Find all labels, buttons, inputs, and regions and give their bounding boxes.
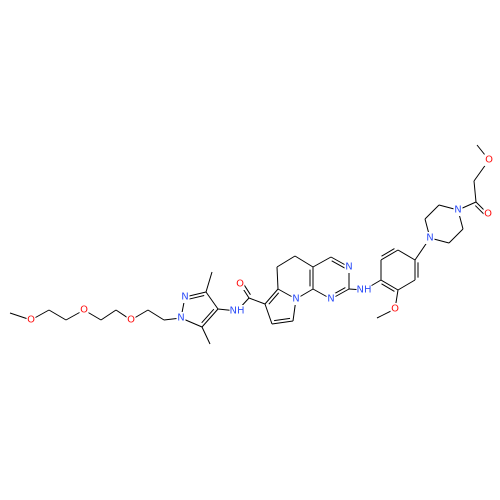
label-mask	[326, 293, 336, 305]
bond	[48, 309, 67, 321]
double-bond	[188, 295, 205, 300]
double-bond	[381, 248, 395, 257]
bond	[271, 320, 294, 325]
atom-label: O	[391, 304, 399, 315]
label-mask	[483, 208, 493, 220]
atom-label: N	[345, 262, 352, 273]
bond	[397, 279, 416, 291]
double-bond	[201, 308, 215, 324]
label-mask	[390, 303, 400, 315]
atom-label: N	[454, 205, 461, 216]
atom-label: N	[426, 233, 433, 244]
bond	[380, 279, 399, 291]
atom-label: NH	[230, 306, 245, 317]
atom-label: NH	[357, 285, 372, 296]
label-mask	[229, 305, 245, 317]
bond	[205, 271, 213, 293]
bond	[473, 180, 477, 203]
bond	[380, 249, 399, 261]
label-mask	[26, 314, 36, 326]
double-bond	[381, 283, 395, 292]
atom-label: O	[127, 315, 135, 326]
double-bond	[268, 292, 280, 305]
bond	[201, 308, 219, 328]
label-mask	[79, 304, 89, 316]
atom-label: O	[80, 305, 88, 316]
atom-label: O	[484, 209, 492, 220]
label-mask	[344, 261, 354, 273]
atom-label: N	[327, 294, 334, 305]
double-bond	[243, 283, 251, 295]
atom-label: O	[27, 315, 35, 326]
label-mask	[484, 154, 494, 166]
atom-label: N	[292, 294, 299, 305]
bond	[100, 309, 117, 321]
bond	[205, 291, 219, 310]
bond	[276, 255, 296, 268]
bond	[276, 266, 279, 290]
bond	[264, 288, 279, 305]
label-mask	[291, 293, 301, 305]
label-mask	[126, 314, 136, 326]
label-mask	[235, 278, 245, 290]
label-mask	[425, 232, 435, 244]
label-mask	[180, 291, 190, 303]
double-bond	[331, 260, 346, 269]
bond	[201, 326, 211, 345]
bond	[294, 255, 314, 268]
label-mask	[176, 312, 186, 324]
atom-label: O	[236, 279, 244, 290]
label-mask	[453, 204, 463, 216]
atom-label: O	[485, 155, 493, 166]
atom-label: N	[177, 313, 184, 324]
bond	[424, 204, 440, 220]
bond	[147, 309, 165, 321]
bond	[448, 228, 464, 244]
bond	[264, 303, 273, 325]
label-mask	[356, 284, 372, 296]
double-bond	[274, 317, 291, 322]
double-bond	[474, 205, 485, 216]
atom-label: N	[181, 292, 188, 303]
bond	[248, 297, 266, 305]
bond	[312, 256, 332, 268]
bond	[397, 249, 416, 261]
